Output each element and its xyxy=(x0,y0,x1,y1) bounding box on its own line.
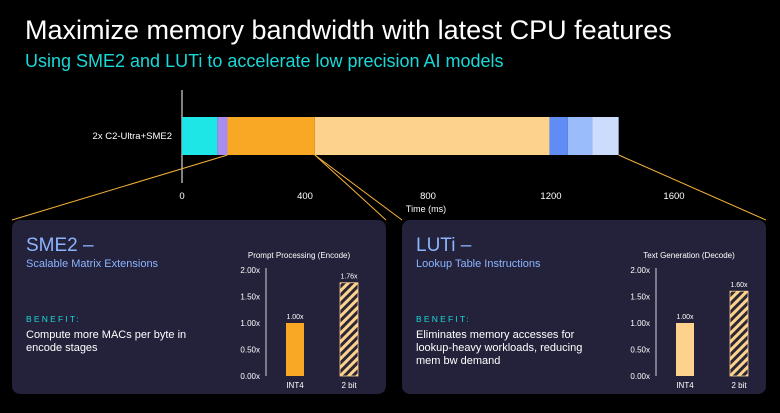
timeline-segment-1 xyxy=(217,117,228,155)
timeline-category-label: 2x C2-Ultra+SME2 xyxy=(93,131,172,142)
prompt-processing-bar-1 xyxy=(339,282,359,377)
prompt-processing-category-label-0: INT4 xyxy=(286,381,304,390)
page-subtitle: Using SME2 and LUTi to accelerate low pr… xyxy=(25,51,504,71)
prompt-processing-title: Prompt Processing (Encode) xyxy=(248,251,351,260)
page-title: Maximize memory bandwidth with latest CP… xyxy=(25,15,672,45)
timeline-segment-3 xyxy=(314,117,550,155)
text-generation-value-label-0: 1.00x xyxy=(676,314,694,321)
timeline-tick-label-3: 1200 xyxy=(540,191,561,202)
prompt-processing-value-label-1: 1.76x xyxy=(340,274,358,281)
timeline-tick-label-2: 800 xyxy=(420,191,436,202)
timeline-chart: 2x C2-Ultra+SME2 0 400 800 1200 1600 Time (m… xyxy=(93,90,685,214)
text-generation-y-tick-3: 1.50x xyxy=(630,293,650,302)
timeline-x-axis-label: Time (ms) xyxy=(406,204,446,214)
timeline-segment-4 xyxy=(549,117,568,155)
text-generation-y-tick-2: 1.00x xyxy=(630,319,650,328)
sme2-benefit-text: Compute more MACs per byte in encode sta… xyxy=(26,329,187,354)
sme2-heading: SME2 – xyxy=(26,235,94,256)
prompt-processing-y-tick-0: 0.00x xyxy=(240,372,260,381)
text-generation-y-tick-0: 0.00x xyxy=(630,372,650,381)
timeline-segment-6 xyxy=(592,117,619,155)
timeline-tick-label-4: 1600 xyxy=(663,191,684,202)
text-generation-bar-1 xyxy=(729,290,749,377)
luti-heading: LUTi – xyxy=(416,235,472,256)
timeline-tick-labels: 0 400 800 1200 1600 xyxy=(179,191,684,202)
luti-subheading: Lookup Table Instructions xyxy=(416,258,541,270)
text-generation-chart: Text Generation (Decode) 0.00x 0.50x 1.00x… xyxy=(630,251,749,390)
prompt-processing-y-tick-3: 1.50x xyxy=(240,293,260,302)
text-generation-title: Text Generation (Decode) xyxy=(643,251,735,260)
timeline-segment-0 xyxy=(182,117,218,155)
timeline-tick-label-0: 0 xyxy=(179,191,184,202)
prompt-processing-category-label-1: 2 bit xyxy=(341,381,357,390)
prompt-processing-y-tick-2: 1.00x xyxy=(240,319,260,328)
text-generation-y-tick-4: 2.00x xyxy=(630,266,650,275)
text-generation-category-label-0: INT4 xyxy=(676,381,694,390)
text-generation-category-label-1: 2 bit xyxy=(731,381,747,390)
luti-card: LUTi – Lookup Table Instructions BENEFIT… xyxy=(402,220,766,394)
connector-line-1 xyxy=(314,154,387,221)
timeline-tick-label-1: 400 xyxy=(297,191,313,202)
connector-line-3 xyxy=(618,154,767,221)
connector-line-0 xyxy=(11,154,228,221)
text-generation-value-label-1: 1.60x xyxy=(730,282,748,289)
sme2-subheading: Scalable Matrix Extensions xyxy=(26,258,159,270)
sme2-card: SME2 – Scalable Matrix Extensions BENEFI… xyxy=(12,220,386,394)
prompt-processing-bar-0 xyxy=(286,323,304,376)
text-generation-bar-0 xyxy=(676,323,694,376)
timeline-segment-5 xyxy=(567,117,593,155)
prompt-processing-y-tick-1: 0.50x xyxy=(240,346,260,355)
timeline-segments xyxy=(182,117,619,155)
prompt-processing-value-label-0: 1.00x xyxy=(286,314,304,321)
text-generation-y-tick-1: 0.50x xyxy=(630,346,650,355)
prompt-processing-y-tick-4: 2.00x xyxy=(240,266,260,275)
timeline-segment-2 xyxy=(227,117,315,155)
luti-benefit-text: Eliminates memory accesses for lookup-he… xyxy=(416,329,583,367)
prompt-processing-chart: Prompt Processing (Encode) 0.00x 0.50x 1.0… xyxy=(240,251,359,390)
sme2-benefit-label: BENEFIT: xyxy=(26,314,81,324)
luti-benefit-label: BENEFIT: xyxy=(416,314,471,324)
connector-line-2 xyxy=(314,154,403,221)
